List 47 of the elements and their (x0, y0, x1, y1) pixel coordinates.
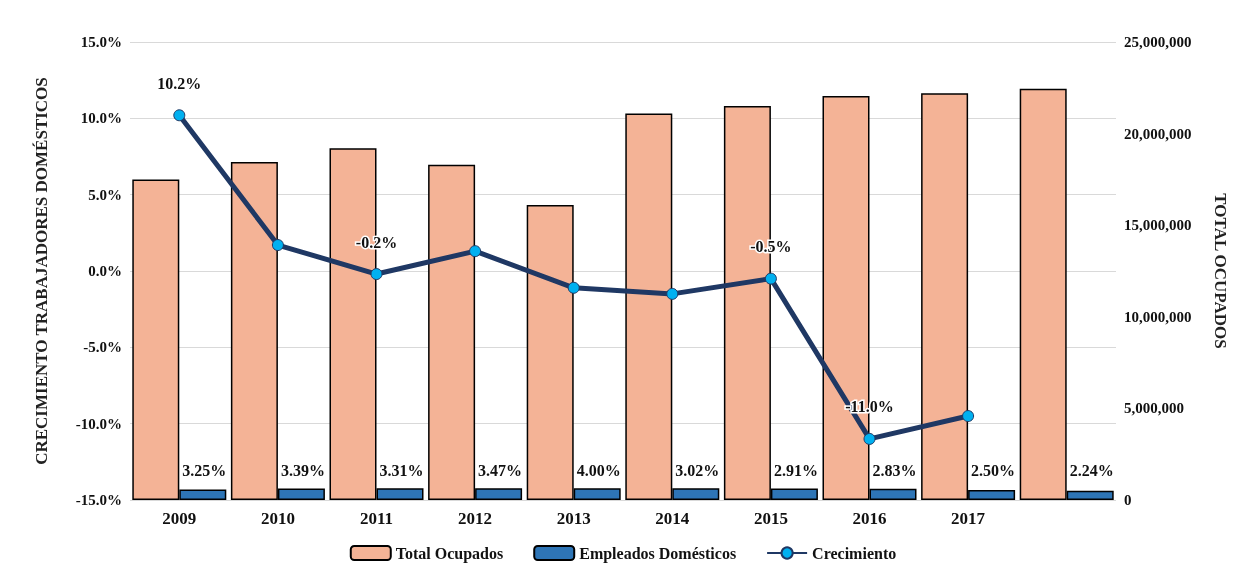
y-tick-label: -10.0% (75, 415, 122, 432)
annotation: 2.91% (773, 461, 818, 479)
x-tick-label: 2016 (852, 509, 887, 528)
y2-tick-label: 5,000,000 (1124, 400, 1184, 417)
point (764, 272, 777, 285)
annotation: 3.02% (675, 461, 720, 479)
annotation: 2.24% (1069, 461, 1114, 479)
y2-tick-label: 10,000,000 (1124, 308, 1192, 325)
point (173, 109, 186, 122)
x-tick-label: 2013 (556, 509, 591, 528)
x-tick-label: 2015 (753, 509, 788, 528)
point (370, 268, 383, 281)
y-tick-label: 15.0% (80, 34, 122, 50)
annotation: 3.39% (280, 461, 325, 479)
data-label: 10.2% (157, 74, 202, 92)
x-tick-label: 2010 (260, 509, 295, 528)
annotation: 2.50% (971, 461, 1016, 479)
y-tick-label: 10.0% (80, 110, 122, 127)
annotation: 3.25% (182, 461, 227, 479)
x-tick-label: 2017 (951, 509, 986, 528)
y2-axis-title: TOTAL OCUPADOS (1210, 193, 1230, 349)
x-tick-label: 2014 (655, 509, 690, 528)
y-tick-label: 0.0% (88, 263, 122, 279)
annotation: 3.31% (379, 461, 424, 479)
annotation: 4.00% (576, 461, 621, 479)
y-tick-label: -15.0% (75, 492, 122, 508)
x-tick-label: 2012 (458, 509, 493, 528)
y-axis-title: CRECIMIENTO TRABAJADORES DOMÉSTICOS (31, 77, 51, 465)
y2-tick-label: 0 (1124, 492, 1132, 508)
x-tick-label: 2011 (359, 509, 394, 528)
annotation: 2.83% (872, 461, 917, 479)
x-tick-label: 2009 (162, 509, 197, 528)
annotation: 3.47% (478, 461, 523, 479)
legend-label: Crecimiento (812, 544, 897, 562)
point (962, 410, 975, 423)
legend-label: Empleados Domésticos (579, 544, 737, 563)
y-tick-label: 5.0% (88, 186, 122, 203)
point (567, 281, 580, 294)
y2-tick-label: 15,000,000 (1124, 217, 1192, 234)
y-tick-label: -5.0% (83, 339, 122, 356)
point (666, 287, 679, 300)
y2-tick-label: 20,000,000 (1124, 125, 1192, 142)
point (863, 432, 876, 445)
legend-label: Total Ocupados (395, 544, 504, 563)
point (469, 245, 482, 258)
y2-tick-label: 25,000,000 (1124, 34, 1192, 50)
point (271, 239, 284, 252)
